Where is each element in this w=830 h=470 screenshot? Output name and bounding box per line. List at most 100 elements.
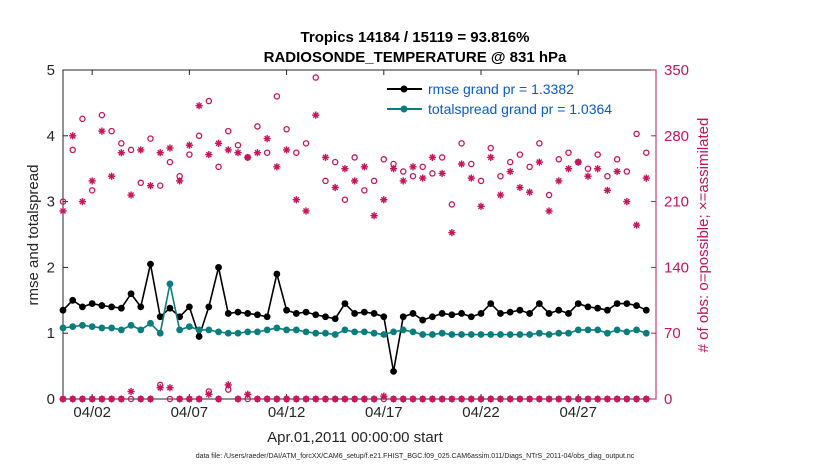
obs-assimilated-point xyxy=(263,135,271,143)
spread-point xyxy=(331,331,339,338)
spread-point xyxy=(341,326,349,334)
spread-point xyxy=(477,331,485,338)
obs-assimilated-bottom-point xyxy=(351,395,359,403)
obs-assimilated-bottom-point xyxy=(506,395,514,403)
obs-possible-point xyxy=(370,177,378,185)
x-axis-label: Apr.01,2011 00:00:00 start xyxy=(267,429,444,446)
obs-assimilated-point xyxy=(331,183,339,192)
obs-assimilated-point xyxy=(487,153,495,162)
rmse-point xyxy=(88,300,96,307)
obs-possible-point xyxy=(205,97,213,105)
rmse-point xyxy=(351,310,359,317)
obs-possible-point xyxy=(565,149,572,156)
obs-possible-point xyxy=(448,201,456,208)
spread-point xyxy=(263,326,271,334)
spread-point xyxy=(419,331,427,338)
obs-assimilated-point xyxy=(526,188,534,196)
obs-assimilated-point xyxy=(292,196,300,204)
spread-point xyxy=(283,326,290,334)
obs-assimilated-bottom-point xyxy=(88,395,96,403)
x-tick-label: 04/12 xyxy=(268,404,306,421)
obs-assimilated-point xyxy=(195,102,203,110)
obs-possible-point xyxy=(98,111,106,119)
rmse-point xyxy=(438,310,446,317)
rmse-point xyxy=(312,311,320,319)
obs-assimilated-point xyxy=(632,221,641,229)
spread-point xyxy=(205,326,213,334)
obs-assimilated-point xyxy=(88,177,96,185)
obs-possible-point xyxy=(497,172,504,180)
spread-point xyxy=(322,329,329,337)
spread-point xyxy=(555,329,563,337)
obs-assimilated-bottom-point xyxy=(360,395,368,403)
rmse-point xyxy=(166,304,174,312)
obs-possible-point xyxy=(108,127,115,135)
obs-assimilated-bottom-point xyxy=(555,395,563,403)
obs-assimilated-bottom-point xyxy=(292,395,300,403)
spread-point xyxy=(584,326,592,334)
obs-possible-point xyxy=(331,158,339,166)
rmse-point xyxy=(380,313,388,321)
obs-assimilated-point xyxy=(108,172,116,180)
obs-possible-point xyxy=(156,182,164,189)
spread-point xyxy=(526,331,534,338)
x-tick-label: 04/22 xyxy=(462,404,500,421)
spread-point xyxy=(147,319,154,327)
obs-possible-point xyxy=(361,187,368,194)
spread-point xyxy=(244,328,252,336)
obs-possible-point xyxy=(186,151,193,158)
obs-assimilated-point xyxy=(351,177,359,185)
obs-assimilated-bottom-point xyxy=(117,395,125,403)
obs-assimilated-point xyxy=(146,182,155,190)
obs-assimilated-bottom-point xyxy=(185,395,193,403)
obs-possible-point xyxy=(487,144,494,152)
spread-point xyxy=(506,331,514,338)
spread-point xyxy=(224,329,232,337)
obs-assimilated-point xyxy=(613,167,621,176)
rmse-point xyxy=(137,303,145,311)
spread-point xyxy=(613,326,621,334)
data-file-footnote: data file: /Users/raeder/DAI/ATM_forcXX/… xyxy=(196,453,635,460)
obs-assimilated-point xyxy=(623,198,631,206)
obs-assimilated-bottom-point xyxy=(380,392,388,400)
obs-assimilated-bottom-point xyxy=(419,395,427,403)
obs-possible-point xyxy=(79,115,86,123)
x-tick-label: 04/07 xyxy=(171,404,209,421)
obs-possible-point xyxy=(312,74,320,81)
rmse-point xyxy=(360,308,368,316)
rmse-point xyxy=(244,310,252,317)
obs-assimilated-bottom-point xyxy=(98,395,106,403)
spread-point xyxy=(603,329,611,337)
obs-assimilated-point xyxy=(506,167,514,176)
rmse-point xyxy=(215,264,222,271)
rmse-point xyxy=(642,306,650,314)
obs-assimilated-point xyxy=(545,207,553,215)
rmse-point xyxy=(156,313,164,321)
obs-assimilated-bottom-point xyxy=(438,395,446,403)
spread-point xyxy=(292,326,300,334)
rmse-point xyxy=(185,303,193,311)
obs-assimilated-bottom-point xyxy=(603,395,611,403)
obs-assimilated-point xyxy=(176,177,184,185)
obs-assimilated-point xyxy=(448,229,456,237)
spread-point xyxy=(565,329,572,337)
obs-assimilated-bottom-point xyxy=(214,395,223,403)
obs-assimilated-bottom-point xyxy=(564,395,573,403)
obs-assimilated-point xyxy=(78,198,87,206)
obs-assimilated-point xyxy=(467,174,475,182)
legend: rmse grand pr = 1.3382 totalspread grand… xyxy=(382,77,650,121)
obs-assimilated-bottom-point xyxy=(108,395,116,403)
obs-possible-point xyxy=(429,170,436,177)
obs-assimilated-point xyxy=(419,174,427,182)
rmse-point xyxy=(487,300,495,307)
legend-spread-marker xyxy=(400,105,408,113)
rmse-point xyxy=(584,303,592,311)
obs-assimilated-point xyxy=(59,207,67,215)
spread-point xyxy=(351,328,359,336)
rmse-point xyxy=(603,306,611,314)
spread-point xyxy=(137,326,145,334)
obs-possible-point xyxy=(399,168,407,175)
obs-assimilated-point xyxy=(312,111,320,119)
obs-assimilated-point xyxy=(234,149,242,157)
rmse-point xyxy=(370,310,378,317)
